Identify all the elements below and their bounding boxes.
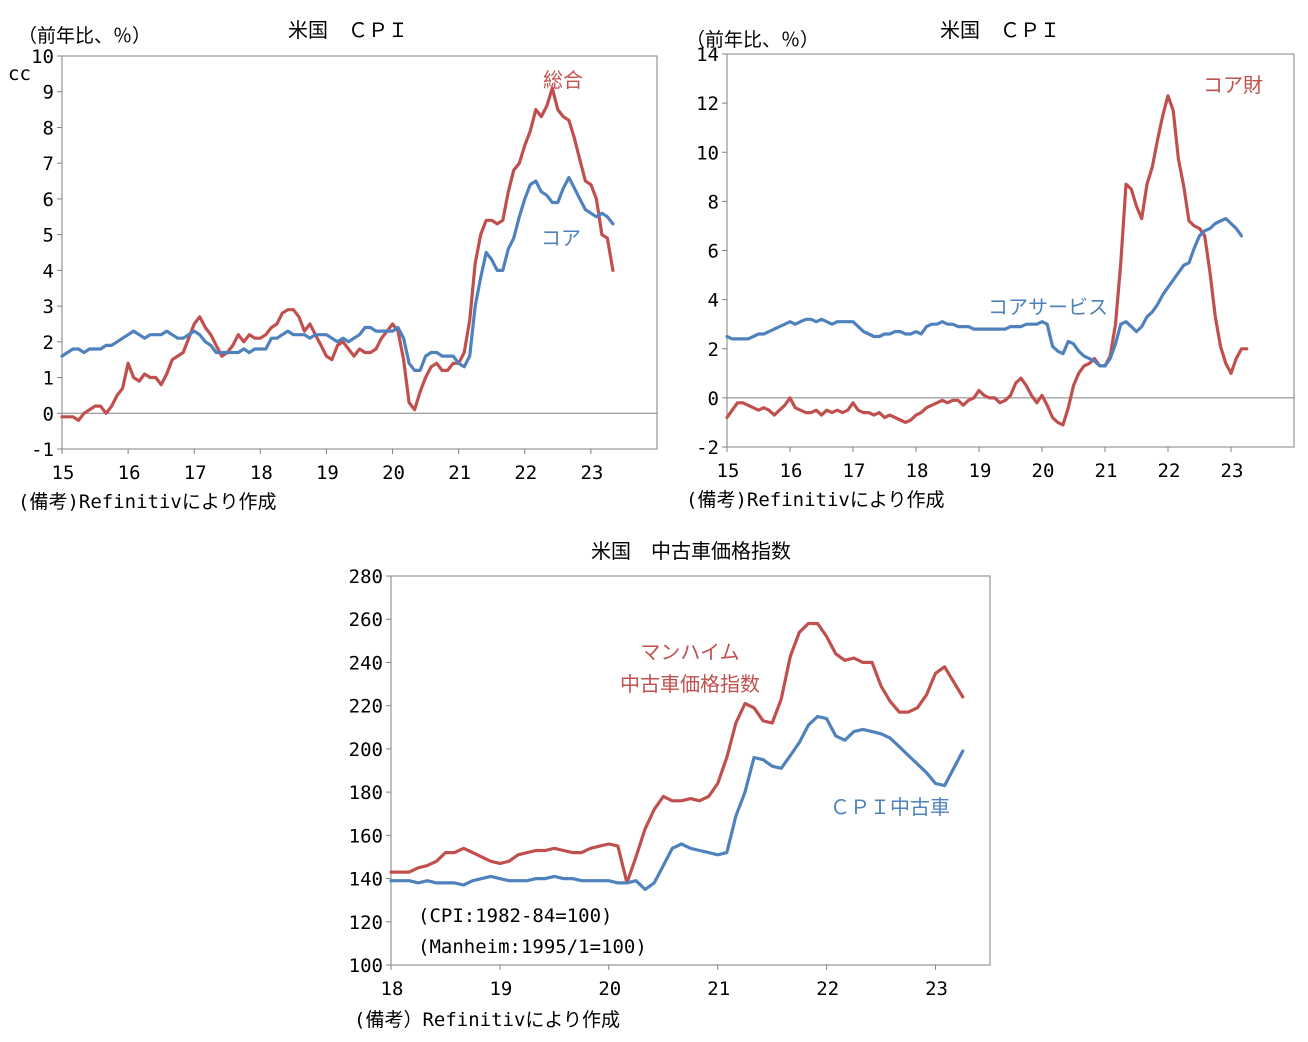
x-tick-label: 21 xyxy=(1095,460,1118,482)
x-tick-label: 22 xyxy=(1158,460,1181,482)
series-label: コア財 xyxy=(1203,73,1263,97)
series-label: マンハイム xyxy=(640,640,739,664)
series-line-1 xyxy=(389,621,965,885)
x-tick-label: 22 xyxy=(514,462,537,484)
y-tick-label: 4 xyxy=(43,260,54,282)
y-tick-label: 1 xyxy=(43,368,54,390)
y-tick-label: 180 xyxy=(349,782,383,804)
chart-3: 100 120 140 160 180 200 220 240 260 280 18 19 20 21 22… xyxy=(349,539,991,1031)
x-tick-label: 19 xyxy=(969,460,992,482)
base-year-note: (CPI:1982-84=100) xyxy=(418,905,612,927)
series-line-1 xyxy=(725,94,1249,427)
series-line-2 xyxy=(725,217,1244,368)
series-label: コアサービス xyxy=(988,295,1108,319)
y-tick-label: 0 xyxy=(43,403,54,425)
series-line-2 xyxy=(389,714,965,891)
chart-title: 米国 中古車価格指数 xyxy=(591,539,791,563)
y-tick-label: 0 xyxy=(708,388,719,410)
plot-area-frame xyxy=(726,53,1295,448)
x-tick-label: 21 xyxy=(707,978,730,1000)
x-tick-label: 22 xyxy=(816,978,839,1000)
y-tick-label: 3 xyxy=(43,296,54,318)
x-tick-label: 20 xyxy=(382,462,405,484)
x-tick-label: 15 xyxy=(52,462,75,484)
y-tick-label: 6 xyxy=(708,241,719,263)
x-tick-label: 15 xyxy=(717,460,740,482)
series-line-2 xyxy=(60,175,615,372)
y-tick-label: 260 xyxy=(349,609,383,631)
source-note: (備考)Refinitivにより作成 xyxy=(686,489,944,511)
x-tick-label: 23 xyxy=(580,462,603,484)
x-tick-label: 23 xyxy=(1221,460,1244,482)
x-tick-label: 17 xyxy=(843,460,866,482)
y-tick-label: 280 xyxy=(349,566,383,588)
x-tick-label: 20 xyxy=(598,978,621,1000)
chart-title: 米国 ＣＰＩ xyxy=(940,18,1060,42)
series-label: ＣＰＩ中古車 xyxy=(830,795,950,819)
y-tick-label: 10 xyxy=(696,142,719,164)
y-tick-label: 160 xyxy=(349,825,383,847)
chart-2: -2 0 2 4 6 8 10 12 14 15 16 17 18 19 20 21 22 23 コア財コアサービス… xyxy=(686,18,1295,511)
y-tick-label: 8 xyxy=(43,117,54,139)
x-tick-label: 19 xyxy=(489,978,512,1000)
y-tick-label: -2 xyxy=(696,437,719,459)
x-tick-label: 20 xyxy=(1032,460,1055,482)
plot-area-frame xyxy=(61,55,658,450)
y-tick-label: 12 xyxy=(696,93,719,115)
plot-area-frame xyxy=(390,575,991,966)
y-axis-unit-label: （前年比、％） xyxy=(686,29,819,51)
x-tick-label: 18 xyxy=(381,978,404,1000)
x-tick-label: 18 xyxy=(906,460,929,482)
y-tick-label: 5 xyxy=(43,225,54,247)
x-tick-label: 18 xyxy=(250,462,273,484)
source-note: (備考）Refinitivにより作成 xyxy=(354,1009,620,1031)
y-tick-label: 6 xyxy=(43,189,54,211)
y-tick-label: 220 xyxy=(349,696,383,718)
x-tick-label: 16 xyxy=(118,462,141,484)
y-tick-label: 120 xyxy=(349,912,383,934)
x-tick-label: 23 xyxy=(925,978,948,1000)
y-tick-label: 7 xyxy=(43,153,54,175)
y-tick-label: 4 xyxy=(708,290,719,312)
y-tick-label: 140 xyxy=(349,869,383,891)
x-tick-label: 21 xyxy=(448,462,471,484)
base-year-note: (Manheim:1995/1=100) xyxy=(418,936,647,958)
y-tick-label: 2 xyxy=(708,339,719,361)
x-tick-label: 19 xyxy=(316,462,339,484)
series-label: 中古車価格指数 xyxy=(620,672,760,696)
y-tick-label: 9 xyxy=(43,82,54,104)
source-note: (備考)Refinitivにより作成 xyxy=(18,491,276,513)
series-label: 総合 xyxy=(543,68,583,92)
y-tick-label: 10 xyxy=(31,46,54,68)
chart-title: 米国 ＣＰＩ xyxy=(288,18,408,42)
stray-label: cc xyxy=(8,63,31,85)
y-axis-unit-label: （前年比、％） xyxy=(18,25,151,47)
x-tick-label: 17 xyxy=(184,462,207,484)
y-tick-label: 2 xyxy=(43,332,54,354)
y-tick-label: 100 xyxy=(349,955,383,977)
x-tick-label: 16 xyxy=(780,460,803,482)
series-line-1 xyxy=(60,86,615,422)
y-tick-label: 14 xyxy=(696,44,719,66)
y-tick-label: -1 xyxy=(31,439,54,461)
y-tick-label: 8 xyxy=(708,191,719,213)
y-tick-label: 240 xyxy=(349,652,383,674)
y-tick-label: 200 xyxy=(349,739,383,761)
series-label: コア xyxy=(541,226,581,250)
